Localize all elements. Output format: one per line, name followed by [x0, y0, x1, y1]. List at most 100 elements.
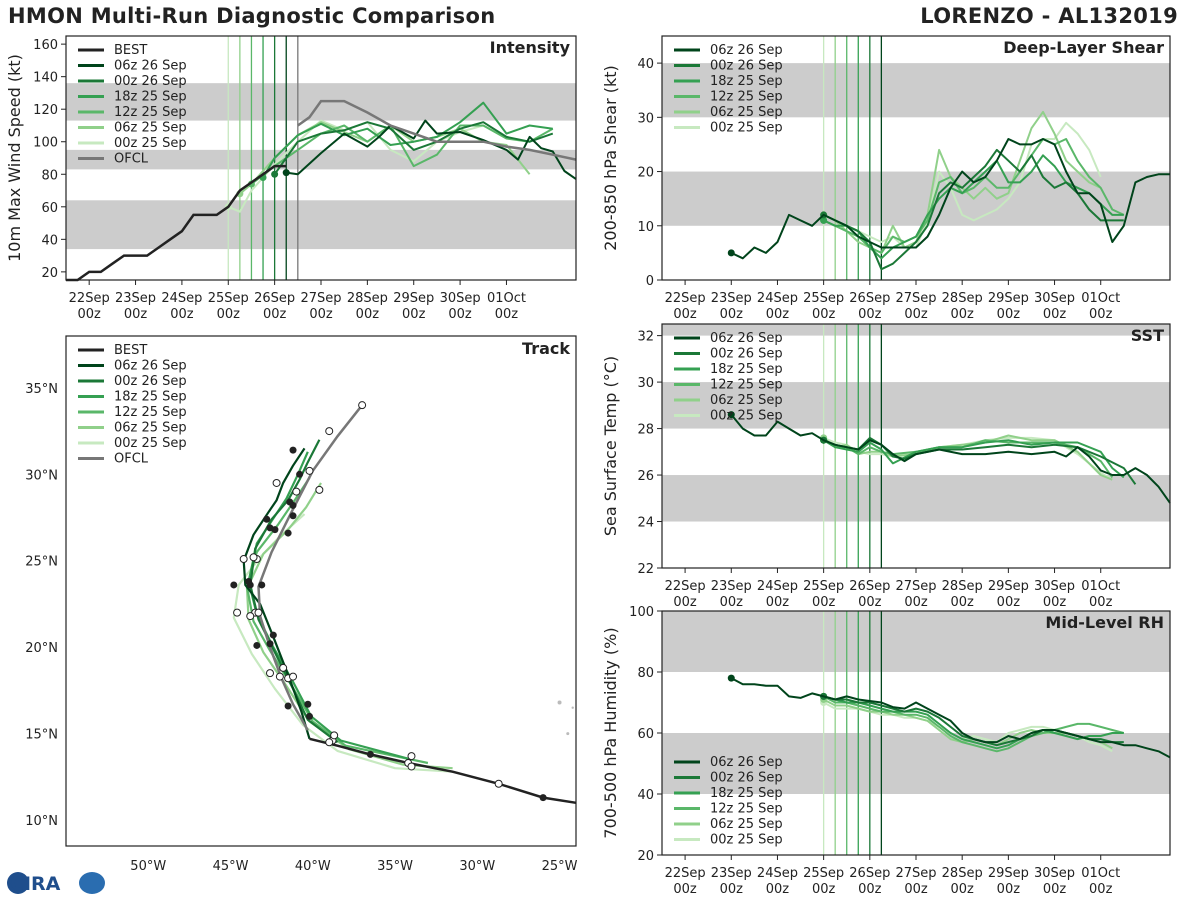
legend-label: 06z 25 Sep — [710, 393, 783, 408]
x-tick-sublabel: 00z — [858, 307, 882, 322]
x-tick-label: 23Sep — [711, 579, 752, 594]
track-marker-filled — [305, 712, 313, 720]
best-line — [66, 164, 287, 282]
legend-label: 00z 25 Sep — [710, 833, 783, 848]
track-marker-open — [233, 608, 242, 617]
x-tick-label: 30Sep — [1034, 866, 1075, 881]
y-tick-label: 100 — [33, 136, 58, 151]
x-tick-label: 01Oct — [1081, 579, 1120, 594]
track-marker-filled — [366, 750, 374, 758]
y-tick-label: 26 — [637, 469, 654, 484]
lat-label: 10°N — [25, 814, 58, 829]
shaded-band — [662, 611, 1170, 672]
legend-label: 00z 25 Sep — [710, 121, 783, 136]
init-marker — [282, 169, 290, 177]
legend-label: 06z 25 Sep — [710, 105, 783, 120]
shaded-band — [66, 149, 576, 170]
track-marker-open — [325, 427, 334, 436]
x-tick-sublabel: 00z — [1089, 307, 1113, 322]
series-line — [823, 695, 1125, 753]
panel-title: Track — [522, 339, 570, 358]
track-marker-open — [305, 466, 314, 475]
x-tick-label: 26Sep — [849, 291, 890, 306]
track-marker-filled — [289, 512, 297, 520]
lon-label: 35°W — [377, 859, 413, 874]
x-tick-label: 28Sep — [942, 579, 983, 594]
y-tick-label: 22 — [637, 562, 654, 577]
y-tick-label: 30 — [637, 376, 654, 391]
legend-label: OFCL — [114, 452, 149, 467]
x-tick-sublabel: 00z — [720, 595, 744, 610]
legend-label: 00z 26 Sep — [710, 347, 783, 362]
track-marker-filled — [263, 515, 271, 523]
lat-label: 20°N — [25, 641, 58, 656]
shaded-band — [66, 200, 576, 250]
legend-label: 00z 26 Sep — [114, 74, 187, 89]
track-marker-filled — [258, 581, 266, 589]
track-marker-filled — [271, 526, 279, 534]
track-marker-open — [275, 672, 284, 681]
legend-label: 06z 25 Sep — [114, 421, 187, 436]
panel-intensity: 2040608010012014016022Sep00z23Sep00z24Se… — [5, 35, 577, 322]
y-tick-label: 24 — [637, 516, 654, 531]
page-title: HMON Multi-Run Diagnostic Comparison — [8, 4, 496, 28]
track-marker-filled — [289, 446, 297, 454]
x-tick-label: 27Sep — [895, 579, 936, 594]
legend-label: 18z 25 Sep — [114, 90, 187, 105]
panel-title: SST — [1131, 326, 1164, 345]
track-marker-filled — [253, 641, 261, 649]
lat-label: 25°N — [25, 555, 58, 570]
track-marker-open — [266, 669, 274, 678]
panel-title: Mid-Level RH — [1045, 613, 1164, 632]
x-tick-sublabel: 00z — [858, 595, 882, 610]
x-tick-sublabel: 00z — [766, 882, 790, 897]
x-tick-sublabel: 00z — [448, 307, 472, 322]
x-tick-label: 28Sep — [942, 866, 983, 881]
storm-title: LORENZO - AL132019 — [920, 4, 1178, 28]
y-tick-label: 160 — [33, 38, 58, 53]
x-tick-sublabel: 00z — [356, 307, 380, 322]
x-tick-label: 23Sep — [115, 291, 156, 306]
y-tick-label: 40 — [637, 57, 654, 72]
legend-label: 00z 26 Sep — [114, 374, 187, 389]
x-tick-label: 26Sep — [849, 579, 890, 594]
ofcl-track-line — [257, 404, 364, 731]
legend-label: 06z 25 Sep — [114, 121, 187, 136]
legend-label: 00z 26 Sep — [710, 59, 783, 74]
shaded-band — [662, 475, 1170, 522]
track-marker-open — [358, 401, 367, 410]
x-tick-label: 27Sep — [895, 866, 936, 881]
panel-track: 10°N 15°N 20°N 25°N 30°N 35°N 50°W 45°W 40°W 35°W… — [25, 335, 578, 874]
series-line — [262, 101, 553, 179]
shaded-band — [662, 171, 1170, 226]
x-tick-sublabel: 00z — [950, 882, 974, 897]
panel-title: Deep-Layer Shear — [1003, 38, 1164, 57]
panel-rh: 2040608010022Sep00z23Sep00z24Sep00z25Sep… — [601, 605, 1171, 897]
x-tick-label: 29Sep — [988, 291, 1029, 306]
x-tick-label: 24Sep — [161, 291, 202, 306]
x-tick-label: 01Oct — [487, 291, 526, 306]
track-marker-open — [325, 738, 334, 747]
x-tick-sublabel: 00z — [673, 882, 697, 897]
track-marker-open — [254, 608, 263, 617]
x-tick-sublabel: 00z — [1089, 595, 1113, 610]
x-tick-sublabel: 00z — [904, 307, 928, 322]
y-tick-label: 20 — [41, 266, 58, 281]
x-tick-sublabel: 00z — [950, 595, 974, 610]
y-tick-label: 140 — [33, 71, 58, 86]
x-tick-sublabel: 00z — [673, 307, 697, 322]
track-marker-open — [239, 555, 248, 564]
y-tick-label: 10 — [637, 220, 654, 235]
series-line — [730, 138, 1170, 260]
track-marker-open — [494, 779, 503, 788]
logo-text: CIRA — [10, 873, 61, 895]
x-tick-label: 30Sep — [440, 291, 481, 306]
y-tick-label: 60 — [41, 201, 58, 216]
x-tick-sublabel: 00z — [495, 307, 519, 322]
series-line — [730, 677, 1171, 759]
y-tick-label: 28 — [637, 423, 654, 438]
x-tick-label: 28Sep — [942, 291, 983, 306]
